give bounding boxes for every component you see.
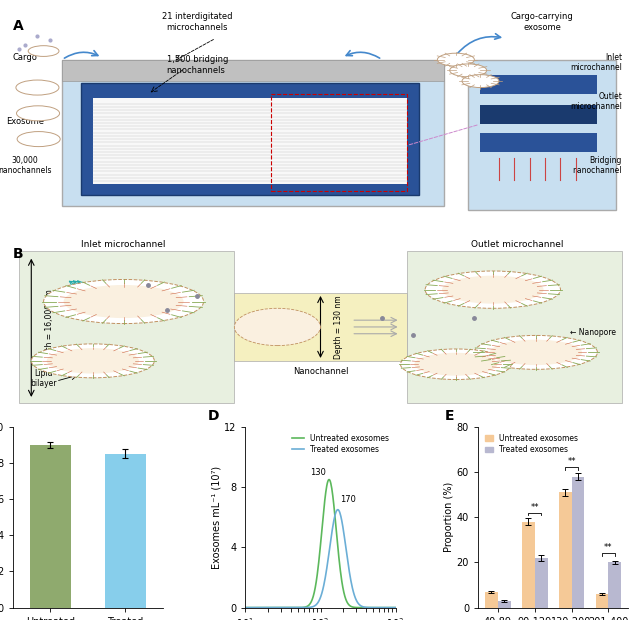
Untreated exosomes bbox=[331, 516, 339, 524]
Bar bbox=[104, 454, 146, 608]
Untreated exosomes bbox=[331, 511, 338, 518]
Text: ← Nanopore: ← Nanopore bbox=[570, 329, 616, 337]
Circle shape bbox=[474, 335, 597, 370]
Bar bbox=[559, 492, 572, 608]
Untreated exosomes bbox=[334, 543, 342, 551]
Text: 170: 170 bbox=[340, 495, 356, 504]
Text: Outlet
microchannel: Outlet microchannel bbox=[570, 92, 622, 111]
Bar bbox=[62, 60, 444, 81]
Text: 1,500 bridging
nanochannels: 1,500 bridging nanochannels bbox=[167, 55, 228, 74]
Text: 21 interdigitated
microchannels: 21 interdigitated microchannels bbox=[162, 12, 233, 32]
Bar bbox=[481, 105, 597, 124]
Text: Depth = 130 nm: Depth = 130 nm bbox=[335, 295, 344, 359]
Circle shape bbox=[44, 280, 204, 324]
Text: Outlet microchannel: Outlet microchannel bbox=[471, 241, 563, 249]
Text: A: A bbox=[13, 19, 24, 33]
Bar bbox=[535, 558, 547, 608]
Line: Untreated exosomes: Untreated exosomes bbox=[246, 480, 395, 608]
Text: Lipid
bilayer: Lipid bilayer bbox=[30, 369, 57, 388]
Text: B: B bbox=[13, 247, 24, 261]
Bar bbox=[572, 477, 585, 608]
Text: 30,000
nanochannels: 30,000 nanochannels bbox=[0, 156, 52, 175]
Bar bbox=[406, 250, 622, 403]
Text: 130: 130 bbox=[311, 468, 326, 477]
Treated exosomes bbox=[331, 515, 338, 522]
Y-axis label: Proportion (%): Proportion (%) bbox=[444, 482, 454, 552]
Bar bbox=[468, 60, 616, 210]
Text: Inlet microchannel: Inlet microchannel bbox=[81, 241, 166, 249]
Circle shape bbox=[425, 271, 560, 308]
Circle shape bbox=[63, 285, 183, 318]
Treated exosomes bbox=[333, 506, 341, 513]
Text: Depth = 16,000 nm: Depth = 16,000 nm bbox=[46, 289, 54, 365]
Text: Inlet
microchannel: Inlet microchannel bbox=[570, 53, 622, 73]
Circle shape bbox=[490, 340, 582, 365]
Untreated exosomes bbox=[326, 476, 333, 484]
Treated exosomes bbox=[242, 604, 249, 611]
Untreated exosomes bbox=[242, 604, 249, 611]
Treated exosomes bbox=[392, 604, 399, 611]
Circle shape bbox=[17, 131, 60, 146]
Bar bbox=[481, 133, 597, 152]
Circle shape bbox=[401, 349, 512, 379]
Text: **: ** bbox=[604, 543, 613, 552]
Bar bbox=[485, 591, 498, 608]
Bar bbox=[62, 60, 444, 206]
Bar bbox=[271, 94, 406, 190]
Bar bbox=[608, 562, 621, 608]
Untreated exosomes bbox=[378, 604, 386, 611]
Bar bbox=[19, 250, 235, 403]
Treated exosomes bbox=[378, 604, 386, 611]
Circle shape bbox=[442, 276, 544, 304]
Bar bbox=[93, 99, 406, 184]
Ellipse shape bbox=[235, 308, 320, 345]
Untreated exosomes bbox=[242, 604, 250, 611]
Y-axis label: Exosomes mL⁻¹ (10⁷): Exosomes mL⁻¹ (10⁷) bbox=[212, 466, 221, 569]
Treated exosomes bbox=[369, 604, 376, 611]
Text: Bridging
nanochannel: Bridging nanochannel bbox=[572, 156, 622, 175]
Treated exosomes bbox=[334, 506, 342, 513]
Circle shape bbox=[28, 46, 59, 56]
Treated exosomes bbox=[331, 512, 338, 520]
Circle shape bbox=[47, 348, 139, 374]
Circle shape bbox=[414, 353, 497, 376]
Text: **: ** bbox=[567, 458, 576, 466]
Bar bbox=[481, 74, 597, 94]
Legend: Untreated exosomes, Treated exosomes: Untreated exosomes, Treated exosomes bbox=[482, 431, 581, 457]
Line: Treated exosomes: Treated exosomes bbox=[246, 510, 395, 608]
Bar bbox=[522, 521, 535, 608]
Text: Cargo-carrying
exosome: Cargo-carrying exosome bbox=[511, 12, 574, 32]
Legend: Untreated exosomes, Treated exosomes: Untreated exosomes, Treated exosomes bbox=[289, 431, 392, 457]
Circle shape bbox=[450, 64, 487, 77]
Bar bbox=[498, 601, 511, 608]
Bar bbox=[235, 293, 406, 361]
Text: E: E bbox=[445, 409, 454, 423]
Circle shape bbox=[31, 344, 154, 378]
Text: Exosome: Exosome bbox=[6, 117, 44, 126]
Untreated exosomes bbox=[369, 604, 376, 611]
Bar bbox=[595, 594, 608, 608]
Text: Cargo: Cargo bbox=[13, 53, 38, 61]
Text: **: ** bbox=[531, 503, 539, 512]
Circle shape bbox=[437, 53, 474, 66]
Text: Nanochannel: Nanochannel bbox=[293, 368, 348, 376]
Untreated exosomes bbox=[392, 604, 399, 611]
Bar bbox=[29, 445, 71, 608]
Bar bbox=[81, 83, 419, 195]
Treated exosomes bbox=[242, 604, 250, 611]
Circle shape bbox=[16, 80, 59, 95]
Text: D: D bbox=[208, 409, 219, 423]
Circle shape bbox=[462, 74, 499, 87]
Circle shape bbox=[17, 106, 60, 121]
